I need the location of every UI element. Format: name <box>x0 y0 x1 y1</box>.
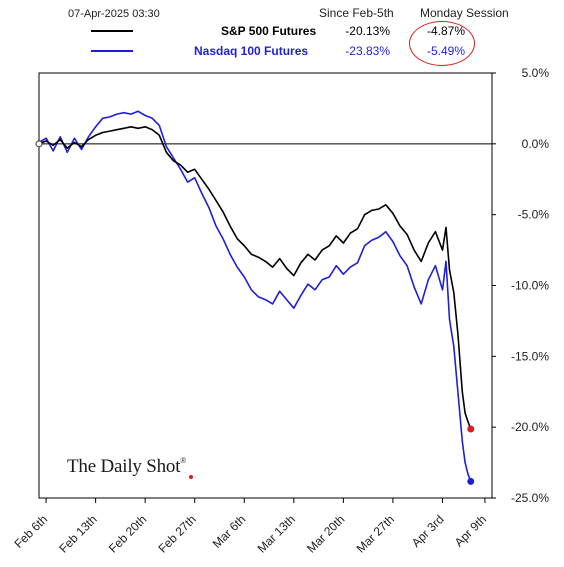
brand-logo: The Daily Shot® <box>67 456 186 478</box>
end-marker-nasdaq <box>467 477 475 485</box>
series-line-nasdaq <box>38 110 472 482</box>
x-tick-label: Mar 20th <box>304 512 347 555</box>
x-tick-label: Feb 6th <box>12 512 51 551</box>
start-marker <box>35 140 43 148</box>
x-tick-label: Apr 3rd <box>409 512 447 550</box>
legend-label-nasdaq: Nasdaq 100 Futures <box>194 44 309 58</box>
end-marker-sp500 <box>467 425 475 433</box>
y-tick-label: -15.0% <box>511 349 549 363</box>
y-tick-label: -20.0% <box>511 420 549 434</box>
x-tick-label: Mar 27th <box>354 512 397 555</box>
y-tick-label: -5.0% <box>518 208 550 222</box>
x-tick-label: Feb 20th <box>106 512 149 555</box>
y-tick-label: -10.0% <box>511 279 549 293</box>
x-tick-label: Apr 9th <box>452 512 489 549</box>
y-tick-label: 5.0% <box>522 66 550 80</box>
legend-since-nasdaq: -23.83% <box>345 44 390 58</box>
x-tick-label: Mar 13th <box>255 512 298 555</box>
legend-label-sp500: S&P 500 Futures <box>221 24 317 38</box>
brand-text: The Daily Shot <box>67 456 181 477</box>
legend-line-sp500 <box>91 30 133 32</box>
header-session: Monday Session <box>420 6 509 20</box>
series-line-sp500 <box>38 126 472 430</box>
y-tick-label: -25.0% <box>511 491 549 505</box>
plot-frame <box>38 72 493 499</box>
brand-dot <box>189 475 193 479</box>
x-tick-label: Feb 13th <box>56 512 99 555</box>
y-tick-label: 0.0% <box>522 137 550 151</box>
legend-line-nasdaq <box>91 50 133 52</box>
timestamp: 07-Apr-2025 03:30 <box>68 8 160 20</box>
brand-mark: ® <box>180 456 187 465</box>
x-tick-label: Mar 6th <box>210 512 249 551</box>
legend-since-sp500: -20.13% <box>345 24 390 38</box>
x-tick-label: Feb 27th <box>155 512 198 555</box>
session-highlight-circle <box>409 21 475 66</box>
header-since: Since Feb-5th <box>319 6 394 20</box>
